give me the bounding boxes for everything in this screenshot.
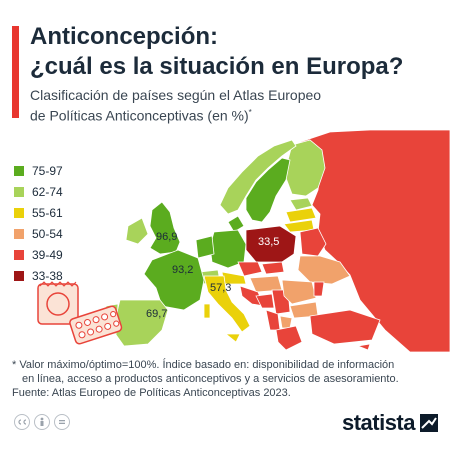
region-uk xyxy=(149,201,181,255)
region-czechia xyxy=(237,261,263,277)
statista-logo-mark-icon xyxy=(420,414,438,432)
region-norway xyxy=(219,139,297,215)
region-belarus xyxy=(299,227,327,257)
region-moldova xyxy=(313,281,325,297)
legend-swatch xyxy=(14,270,24,281)
region-bosnia xyxy=(255,293,275,309)
region-greece xyxy=(275,325,303,351)
europe-map xyxy=(37,130,450,352)
page-subtitle: Clasificación de países según el Atlas E… xyxy=(30,86,330,125)
legend-item: 39-49 xyxy=(14,244,63,265)
region-sicily xyxy=(224,333,241,343)
legend-item: 33-38 xyxy=(14,265,63,286)
legend-label: 62-74 xyxy=(32,184,63,199)
region-ireland xyxy=(125,217,149,245)
by-icon[interactable] xyxy=(34,414,50,430)
title-accent-bar xyxy=(12,26,19,118)
subtitle-line-2: de Políticas Anticonceptivas (en %)* xyxy=(30,104,330,125)
legend-swatch xyxy=(14,249,24,260)
legend-swatch xyxy=(14,207,24,218)
footnote-line-1: * Valor máximo/óptimo=100%. Índice basad… xyxy=(12,359,395,371)
nd-icon[interactable] xyxy=(54,414,70,430)
legend-item: 62-74 xyxy=(14,181,63,202)
region-spain xyxy=(113,299,169,347)
subtitle-footnote-mark: * xyxy=(248,108,252,117)
legend-swatch xyxy=(14,186,24,197)
footnote: * Valor máximo/óptimo=100%. Índice basad… xyxy=(12,358,442,400)
legend-item: 50-54 xyxy=(14,223,63,244)
legend-label: 55-61 xyxy=(32,205,63,220)
legend-label: 39-49 xyxy=(32,247,63,262)
region-ukraine xyxy=(297,255,351,285)
title-line-1: Anticoncepción: xyxy=(30,23,219,50)
legend-label: 75-97 xyxy=(32,163,63,178)
map-label-france: 93,2 xyxy=(172,264,194,276)
page-title: Anticoncepción: ¿cuál es la situación en… xyxy=(30,22,440,82)
region-denmark xyxy=(227,215,245,233)
region-poland xyxy=(245,225,297,263)
contraceptive-pill-pack-icon xyxy=(69,305,123,345)
contraceptive-condom-icon xyxy=(37,281,79,325)
map-label-spain: 69,7 xyxy=(146,308,168,320)
region-turkey xyxy=(309,309,381,345)
region-italy xyxy=(203,275,251,333)
region-slovenia-croatia xyxy=(239,285,265,307)
map-label-italy: 57,3 xyxy=(210,282,232,294)
statista-logo[interactable]: statista xyxy=(342,410,438,436)
region-latvia xyxy=(285,207,317,223)
region-cyprus xyxy=(356,343,371,351)
region-sardinia xyxy=(203,303,211,319)
brand-name: statista xyxy=(341,410,416,435)
cc-icon[interactable] xyxy=(14,414,30,430)
map-label-uk: 96,9 xyxy=(156,231,178,243)
region-estonia xyxy=(289,197,313,211)
subtitle-line-1: Clasificación de países según el Atlas E… xyxy=(30,87,322,103)
title-line-2: ¿cuál es la situación en Europa? xyxy=(30,53,404,80)
legend-label: 33-38 xyxy=(32,268,63,283)
legend-item: 55-61 xyxy=(14,202,63,223)
legend-swatch xyxy=(14,228,24,239)
source-line: Fuente: Atlas Europeo de Políticas Antic… xyxy=(12,387,291,399)
region-slovakia xyxy=(261,261,285,275)
legend-label: 50-54 xyxy=(32,226,63,241)
region-sweden xyxy=(245,157,291,223)
region-benelux xyxy=(195,235,215,259)
footnote-line-2: en línea, acceso a productos anticoncept… xyxy=(22,373,399,385)
subtitle-line-2-text: de Políticas Anticonceptivas (en %) xyxy=(30,107,249,124)
license-icons xyxy=(14,414,70,430)
region-france xyxy=(143,249,205,311)
legend-swatch xyxy=(14,165,24,176)
map-label-poland: 33,5 xyxy=(258,236,280,248)
legend-item: 75-97 xyxy=(14,160,63,181)
map-legend: 75-97 62-74 55-61 50-54 39-49 33-38 xyxy=(14,160,63,286)
region-north-macedonia xyxy=(279,315,293,329)
region-romania xyxy=(281,279,317,305)
